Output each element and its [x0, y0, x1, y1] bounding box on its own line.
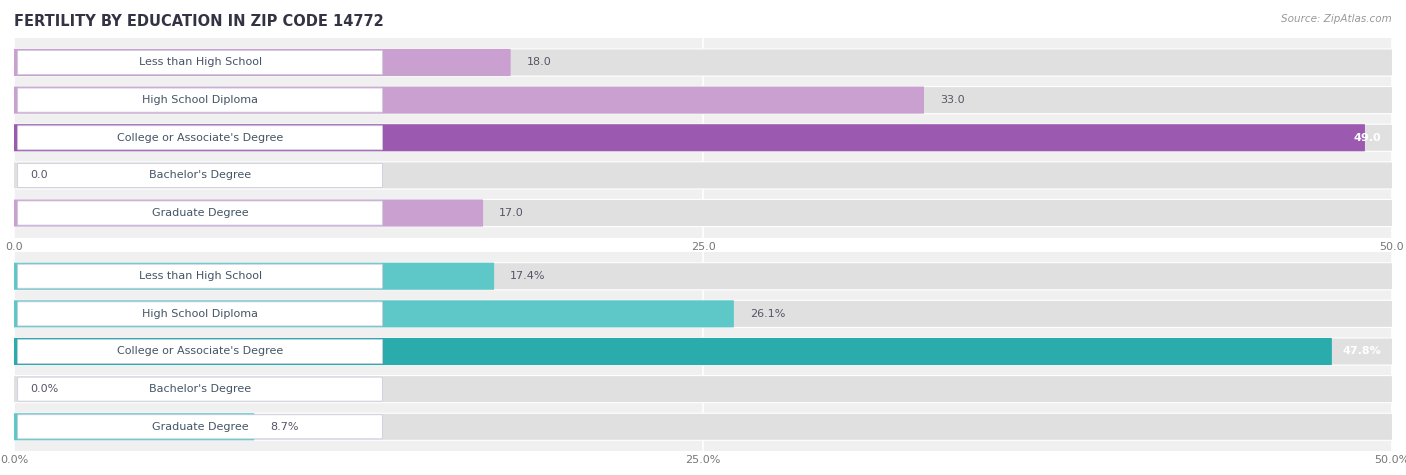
- FancyBboxPatch shape: [14, 162, 1392, 189]
- Text: 8.7%: 8.7%: [270, 422, 299, 432]
- Text: 26.1%: 26.1%: [749, 309, 785, 319]
- Text: 18.0: 18.0: [527, 57, 551, 67]
- FancyBboxPatch shape: [18, 126, 382, 150]
- FancyBboxPatch shape: [14, 300, 734, 327]
- Text: 33.0: 33.0: [941, 95, 965, 105]
- FancyBboxPatch shape: [14, 413, 254, 440]
- FancyBboxPatch shape: [18, 88, 382, 112]
- FancyBboxPatch shape: [14, 338, 1392, 365]
- FancyBboxPatch shape: [18, 340, 382, 363]
- Text: College or Associate's Degree: College or Associate's Degree: [117, 346, 283, 357]
- Text: Source: ZipAtlas.com: Source: ZipAtlas.com: [1281, 14, 1392, 24]
- FancyBboxPatch shape: [18, 201, 382, 225]
- Text: 17.4%: 17.4%: [510, 271, 546, 281]
- FancyBboxPatch shape: [18, 415, 382, 439]
- Text: 0.0: 0.0: [31, 171, 48, 180]
- FancyBboxPatch shape: [14, 338, 1331, 365]
- FancyBboxPatch shape: [14, 86, 924, 114]
- FancyBboxPatch shape: [18, 264, 382, 288]
- FancyBboxPatch shape: [18, 163, 382, 188]
- Text: Less than High School: Less than High School: [139, 57, 262, 67]
- FancyBboxPatch shape: [14, 200, 1392, 227]
- FancyBboxPatch shape: [14, 49, 510, 76]
- FancyBboxPatch shape: [14, 263, 1392, 290]
- FancyBboxPatch shape: [14, 200, 484, 227]
- Text: 49.0: 49.0: [1354, 133, 1381, 143]
- Text: FERTILITY BY EDUCATION IN ZIP CODE 14772: FERTILITY BY EDUCATION IN ZIP CODE 14772: [14, 14, 384, 29]
- Text: 47.8%: 47.8%: [1343, 346, 1381, 357]
- FancyBboxPatch shape: [18, 377, 382, 401]
- FancyBboxPatch shape: [14, 263, 494, 290]
- Text: Bachelor's Degree: Bachelor's Degree: [149, 171, 252, 180]
- Text: 17.0: 17.0: [499, 208, 524, 218]
- FancyBboxPatch shape: [18, 50, 382, 75]
- FancyBboxPatch shape: [14, 124, 1392, 152]
- FancyBboxPatch shape: [14, 376, 1392, 403]
- FancyBboxPatch shape: [14, 86, 1392, 114]
- Text: Bachelor's Degree: Bachelor's Degree: [149, 384, 252, 394]
- FancyBboxPatch shape: [18, 302, 382, 326]
- FancyBboxPatch shape: [14, 124, 1365, 152]
- Text: High School Diploma: High School Diploma: [142, 95, 259, 105]
- Text: College or Associate's Degree: College or Associate's Degree: [117, 133, 283, 143]
- Text: 0.0%: 0.0%: [31, 384, 59, 394]
- FancyBboxPatch shape: [14, 413, 1392, 440]
- Text: High School Diploma: High School Diploma: [142, 309, 259, 319]
- FancyBboxPatch shape: [14, 300, 1392, 327]
- Text: Less than High School: Less than High School: [139, 271, 262, 281]
- Text: Graduate Degree: Graduate Degree: [152, 422, 249, 432]
- FancyBboxPatch shape: [14, 49, 1392, 76]
- Text: Graduate Degree: Graduate Degree: [152, 208, 249, 218]
